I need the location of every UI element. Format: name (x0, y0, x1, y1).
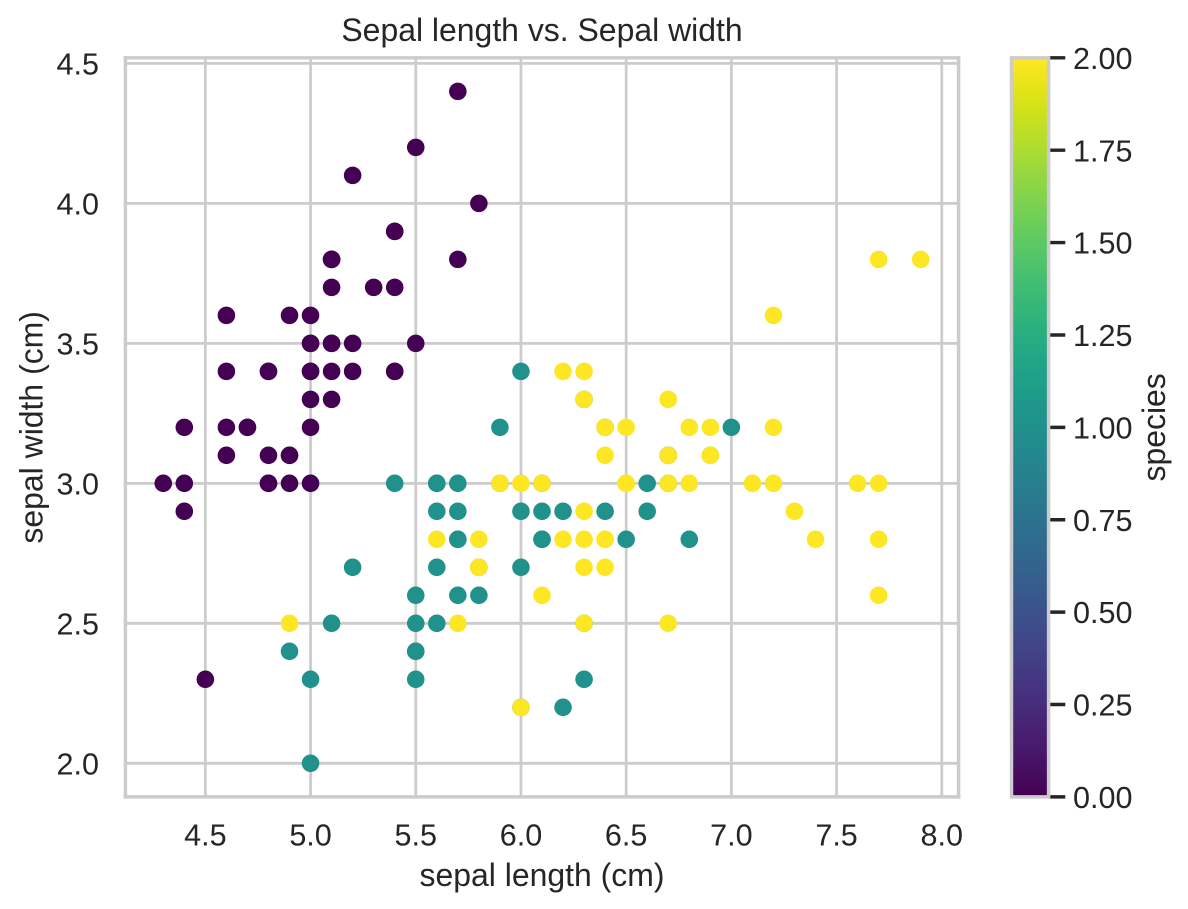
svg-text:4.0: 4.0 (57, 187, 99, 221)
svg-text:7.5: 7.5 (815, 818, 857, 852)
svg-text:0.50: 0.50 (1073, 596, 1132, 630)
svg-text:Sepal length vs. Sepal width: Sepal length vs. Sepal width (341, 12, 742, 48)
svg-text:4.5: 4.5 (184, 818, 226, 852)
svg-text:7.0: 7.0 (710, 818, 752, 852)
svg-text:2.00: 2.00 (1073, 42, 1132, 76)
svg-text:sepal length (cm): sepal length (cm) (420, 857, 665, 893)
svg-text:5.5: 5.5 (395, 818, 437, 852)
svg-text:1.25: 1.25 (1073, 319, 1132, 353)
svg-text:3.5: 3.5 (57, 327, 99, 361)
svg-text:species: species (1136, 373, 1172, 481)
svg-text:0.00: 0.00 (1073, 781, 1132, 815)
svg-text:0.75: 0.75 (1073, 504, 1132, 538)
svg-text:1.50: 1.50 (1073, 227, 1132, 261)
svg-text:5.0: 5.0 (289, 818, 331, 852)
svg-text:sepal width (cm): sepal width (cm) (13, 311, 49, 544)
svg-text:8.0: 8.0 (921, 818, 963, 852)
svg-text:0.25: 0.25 (1073, 689, 1132, 723)
svg-text:3.0: 3.0 (57, 467, 99, 501)
svg-text:1.75: 1.75 (1073, 134, 1132, 168)
svg-text:4.5: 4.5 (57, 47, 99, 81)
svg-text:6.5: 6.5 (605, 818, 647, 852)
svg-text:1.00: 1.00 (1073, 411, 1132, 445)
svg-text:6.0: 6.0 (500, 818, 542, 852)
svg-text:2.5: 2.5 (57, 607, 99, 641)
svg-text:2.0: 2.0 (57, 747, 99, 781)
